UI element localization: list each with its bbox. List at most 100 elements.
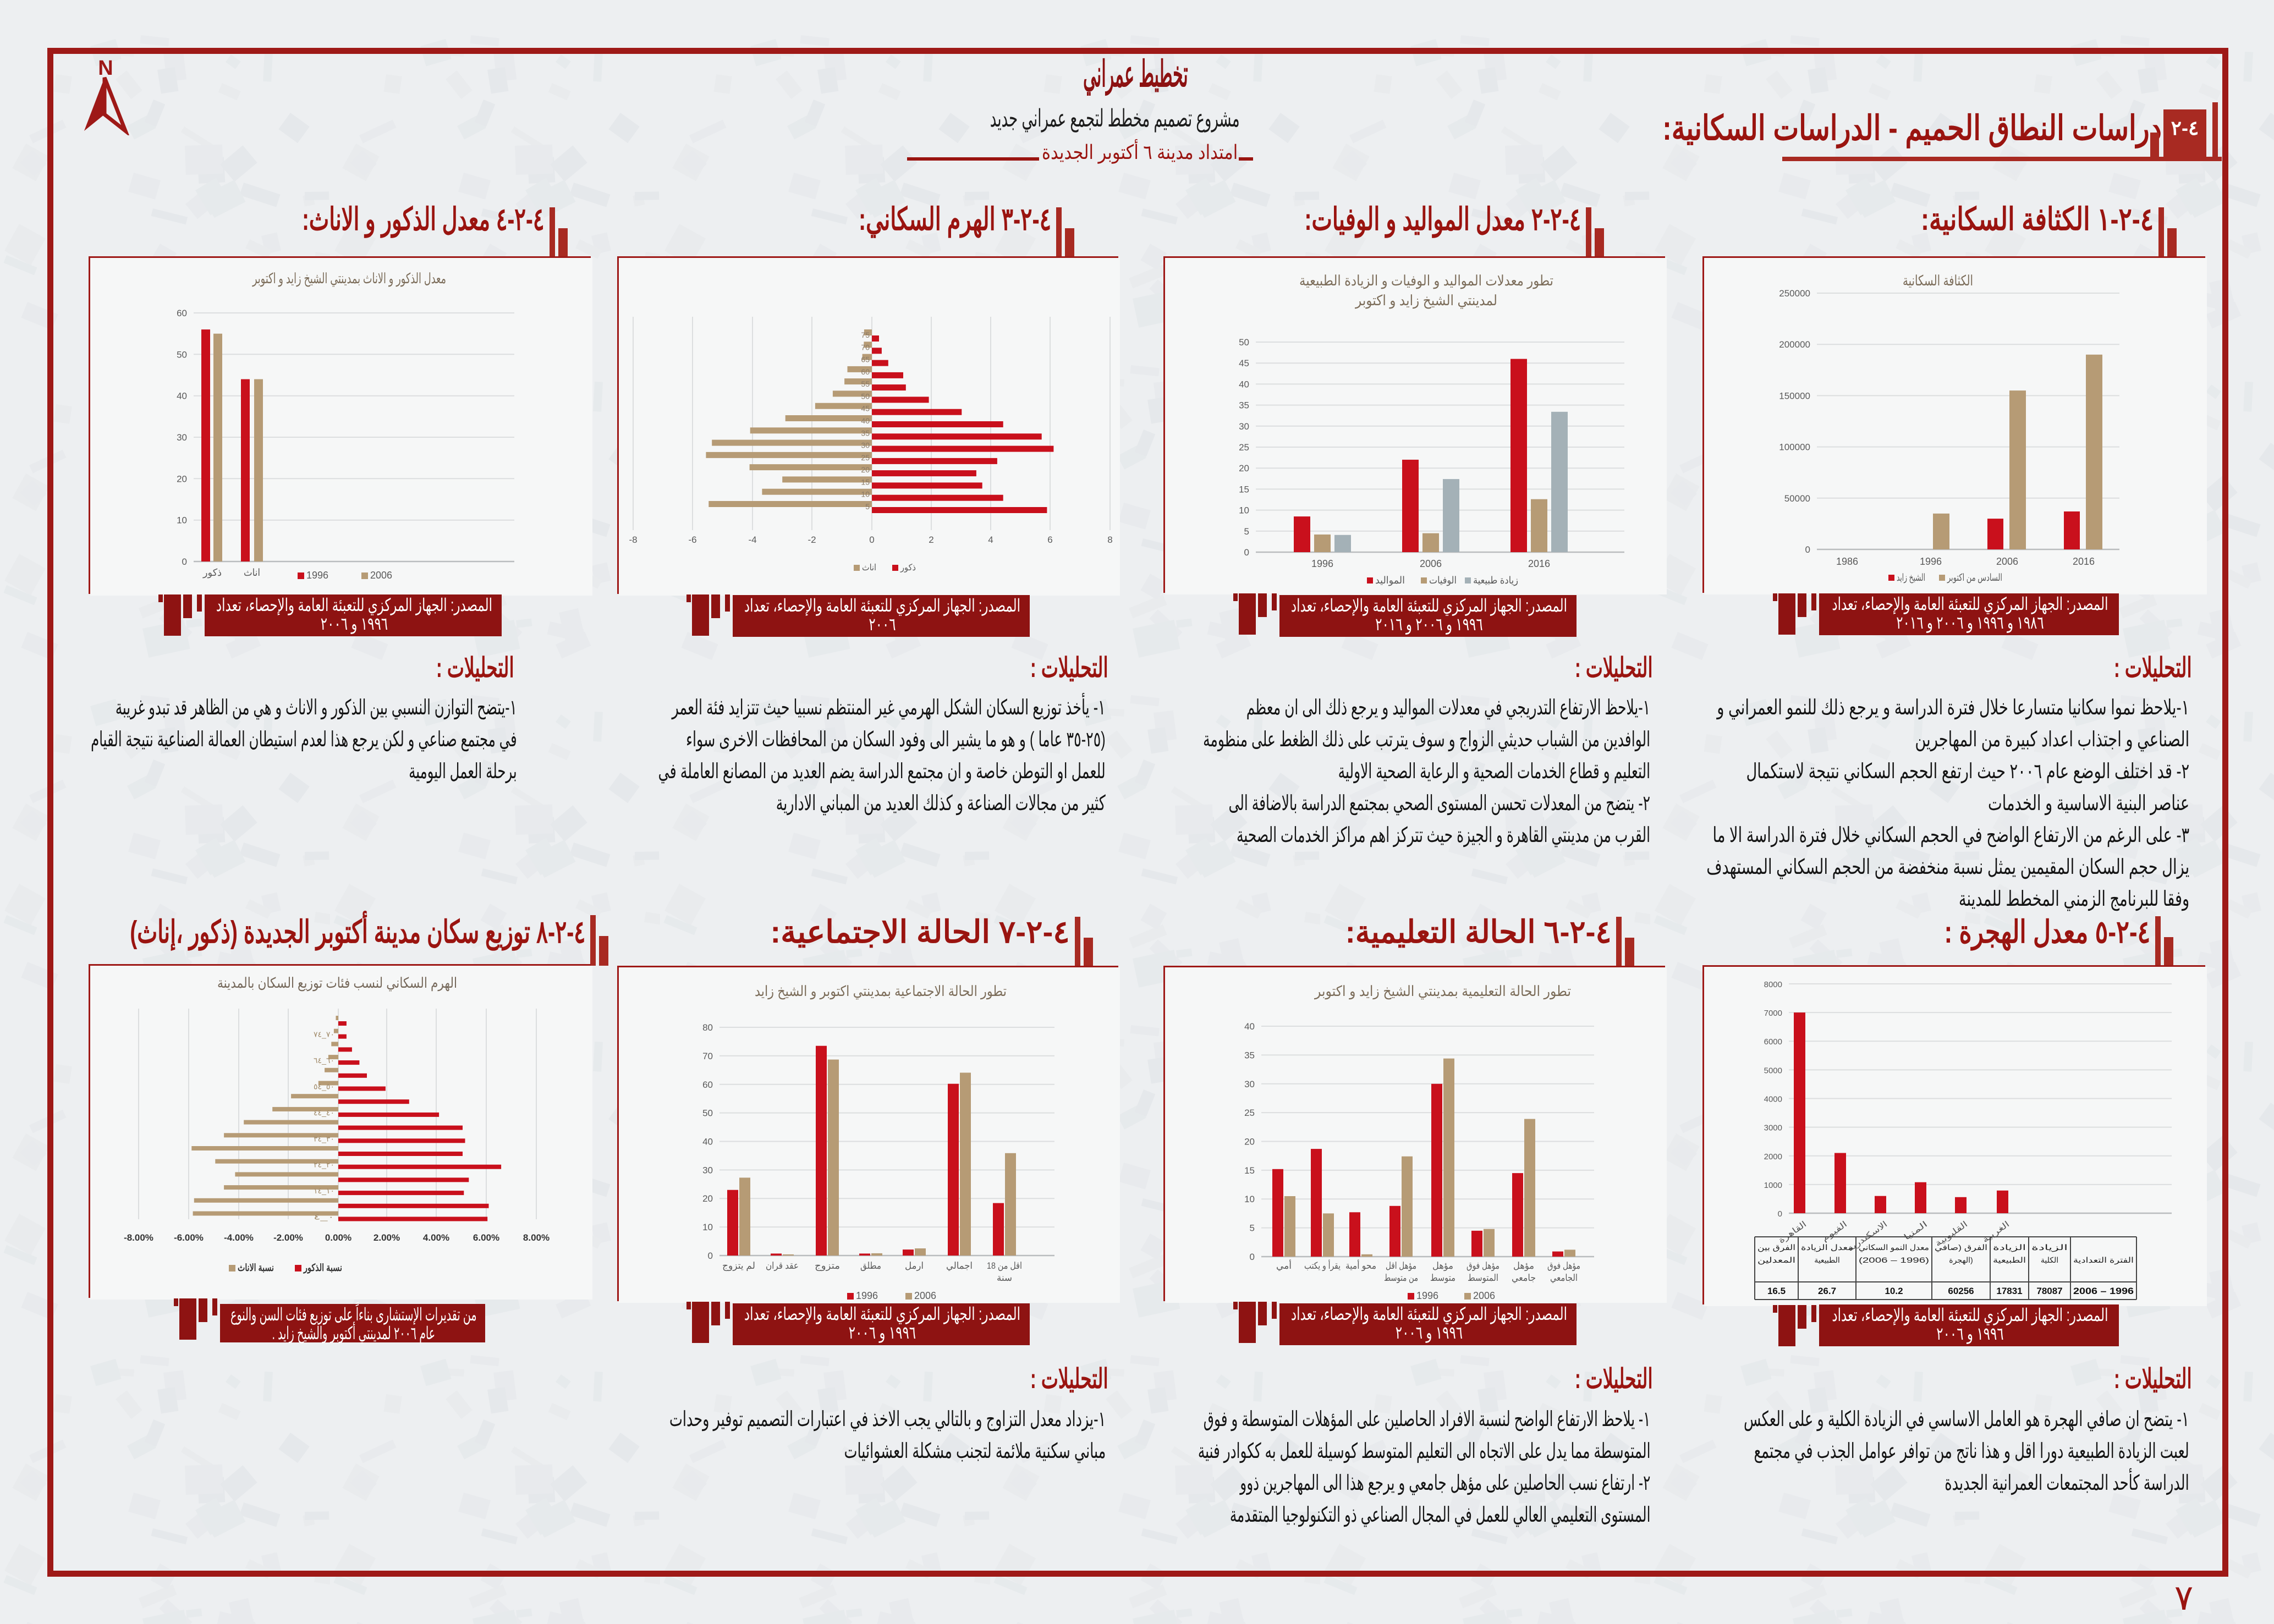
svg-text:10: 10 xyxy=(177,515,187,526)
svg-text:20: 20 xyxy=(177,474,187,484)
svg-text:الكلية: الكلية xyxy=(2041,1256,2058,1264)
svg-text:اقل من 18: اقل من 18 xyxy=(987,1260,1022,1271)
svg-text:السادس من اكتوبر: السادس من اكتوبر xyxy=(1947,572,2002,583)
svg-text:محو أمية: محو أمية xyxy=(1345,1259,1376,1271)
svg-text:1986: 1986 xyxy=(1836,556,1858,567)
svg-text:المتوسط: المتوسط xyxy=(1468,1273,1498,1284)
svg-text:مؤهل: مؤهل xyxy=(1513,1260,1534,1271)
svg-text:16.5: 16.5 xyxy=(1767,1286,1786,1296)
svg-text:2006 – 1996: 2006 – 1996 xyxy=(2073,1286,2134,1296)
svg-text:1996: 1996 xyxy=(856,1290,878,1301)
svg-text:معدل الزيادة: معدل الزيادة xyxy=(1801,1243,1853,1252)
svg-text:20: 20 xyxy=(861,465,870,474)
svg-text:N: N xyxy=(98,57,113,80)
svg-text:30: 30 xyxy=(1244,1079,1255,1089)
svg-text:2006: 2006 xyxy=(914,1290,936,1301)
svg-text:عقد قران: عقد قران xyxy=(766,1260,799,1271)
svg-text:4000: 4000 xyxy=(1764,1095,1782,1104)
svg-text:5: 5 xyxy=(865,502,870,511)
svg-text:26.7: 26.7 xyxy=(1818,1286,1836,1296)
svg-text:40: 40 xyxy=(177,391,187,401)
svg-text:25: 25 xyxy=(1239,442,1249,453)
svg-text:الفترة التعدادية: الفترة التعدادية xyxy=(2073,1256,2134,1265)
svg-text:-2: -2 xyxy=(808,535,816,545)
svg-text:100000: 100000 xyxy=(1779,442,1810,453)
svg-text:(2006 – 1996): (2006 – 1996) xyxy=(1859,1256,1929,1264)
svg-text:زيادة طبيعية: زيادة طبيعية xyxy=(1473,575,1518,586)
svg-text:٦٠_٦٤: ٦٠_٦٤ xyxy=(314,1056,334,1065)
svg-text:الفرق بين: الفرق بين xyxy=(1757,1243,1795,1252)
svg-text:١٠_١٤: ١٠_١٤ xyxy=(314,1186,334,1195)
svg-text:50: 50 xyxy=(177,349,187,360)
svg-text:الطبيعية: الطبيعية xyxy=(1993,1256,2026,1264)
svg-text:60256: 60256 xyxy=(1948,1286,1974,1296)
svg-text:8000: 8000 xyxy=(1764,980,1782,989)
svg-text:0.00%: 0.00% xyxy=(325,1232,351,1243)
svg-text:ذكور: ذكور xyxy=(900,563,916,572)
svg-text:2.00%: 2.00% xyxy=(373,1232,400,1243)
svg-text:70: 70 xyxy=(861,343,870,351)
svg-text:30: 30 xyxy=(702,1165,713,1175)
svg-text:60: 60 xyxy=(861,367,870,376)
svg-text:10.2: 10.2 xyxy=(1885,1286,1903,1296)
svg-text:8: 8 xyxy=(1107,535,1112,545)
svg-text:مؤهل: مؤهل xyxy=(1432,1260,1453,1271)
svg-text:40: 40 xyxy=(702,1137,713,1147)
svg-text:٧٠_٧٤: ٧٠_٧٤ xyxy=(314,1030,334,1039)
svg-text:مؤهل فوق: مؤهل فوق xyxy=(1547,1260,1580,1271)
svg-text:لمدينتي الشيخ زايد و اكتوبر: لمدينتي الشيخ زايد و اكتوبر xyxy=(1354,292,1497,309)
svg-text:55: 55 xyxy=(861,379,870,388)
svg-text:4.00%: 4.00% xyxy=(423,1232,449,1243)
svg-text:-6.00%: -6.00% xyxy=(174,1232,204,1243)
svg-text:45: 45 xyxy=(1239,358,1249,368)
svg-text:30: 30 xyxy=(861,441,870,450)
svg-text:الزيادة: الزيادة xyxy=(1993,1243,2026,1252)
svg-text:مؤهل اقل: مؤهل اقل xyxy=(1386,1260,1416,1271)
svg-text:10: 10 xyxy=(861,490,870,499)
svg-text:7000: 7000 xyxy=(1764,1009,1782,1018)
svg-text:25: 25 xyxy=(1244,1108,1255,1118)
svg-text:0: 0 xyxy=(1805,544,1810,555)
svg-text:1000: 1000 xyxy=(1764,1181,1782,1190)
svg-text:35: 35 xyxy=(1239,400,1249,411)
svg-text:50: 50 xyxy=(861,392,870,400)
svg-text:2006: 2006 xyxy=(1996,556,2018,567)
svg-text:10: 10 xyxy=(1244,1194,1255,1204)
svg-text:جامعي: جامعي xyxy=(1512,1273,1536,1283)
svg-text:15: 15 xyxy=(861,477,870,486)
svg-text:تطور معدلات المواليد و الوفيات: تطور معدلات المواليد و الوفيات و الزيادة… xyxy=(1299,272,1553,289)
svg-text:1996: 1996 xyxy=(1311,558,1333,569)
svg-text:الوفيات: الوفيات xyxy=(1429,575,1457,586)
svg-text:50: 50 xyxy=(1239,337,1249,348)
svg-text:٢٠_٢٤: ٢٠_٢٤ xyxy=(314,1160,334,1169)
svg-text:6.00%: 6.00% xyxy=(473,1232,499,1243)
svg-text:2006: 2006 xyxy=(1420,558,1442,569)
svg-text:35: 35 xyxy=(861,428,870,437)
svg-text:2016: 2016 xyxy=(1528,558,1550,569)
svg-text:أمي: أمي xyxy=(1276,1259,1292,1271)
svg-text:٥٠_٥٤: ٥٠_٥٤ xyxy=(314,1082,334,1091)
svg-text:معدل الذكور و الاناث بمدينتي ا: معدل الذكور و الاناث بمدينتي الشيخ زايد … xyxy=(252,270,446,287)
svg-text:تطور الحالة الاجتماعية بمدينتي: تطور الحالة الاجتماعية بمدينتي اكتوبر و … xyxy=(755,983,1007,1000)
svg-text:30: 30 xyxy=(1239,421,1249,432)
svg-text:نسبة الذكور: نسبة الذكور xyxy=(303,1262,342,1274)
svg-text:سنة: سنة xyxy=(997,1273,1012,1283)
svg-text:0: 0 xyxy=(1778,1209,1782,1219)
svg-text:15: 15 xyxy=(1244,1165,1255,1176)
svg-text:17831: 17831 xyxy=(1996,1286,2022,1296)
svg-text:10: 10 xyxy=(702,1222,713,1232)
svg-text:4: 4 xyxy=(988,535,993,545)
svg-text:مؤهل فوق: مؤهل فوق xyxy=(1466,1260,1499,1271)
svg-text:يقرأ و يكتب: يقرأ و يكتب xyxy=(1304,1259,1341,1271)
svg-text:78087: 78087 xyxy=(2036,1286,2062,1296)
svg-text:45: 45 xyxy=(861,404,870,413)
svg-text:نسبة الاناث: نسبة الاناث xyxy=(238,1262,274,1273)
svg-text:50: 50 xyxy=(702,1108,713,1119)
svg-text:2006: 2006 xyxy=(1473,1290,1495,1301)
svg-text:2016: 2016 xyxy=(2073,556,2095,567)
svg-text:250000: 250000 xyxy=(1779,288,1810,299)
svg-text:0: 0 xyxy=(1244,547,1249,558)
svg-text:لم يتزوج: لم يتزوج xyxy=(722,1260,755,1271)
svg-text:ارمل: ارمل xyxy=(905,1260,924,1271)
svg-text:60: 60 xyxy=(177,308,187,318)
